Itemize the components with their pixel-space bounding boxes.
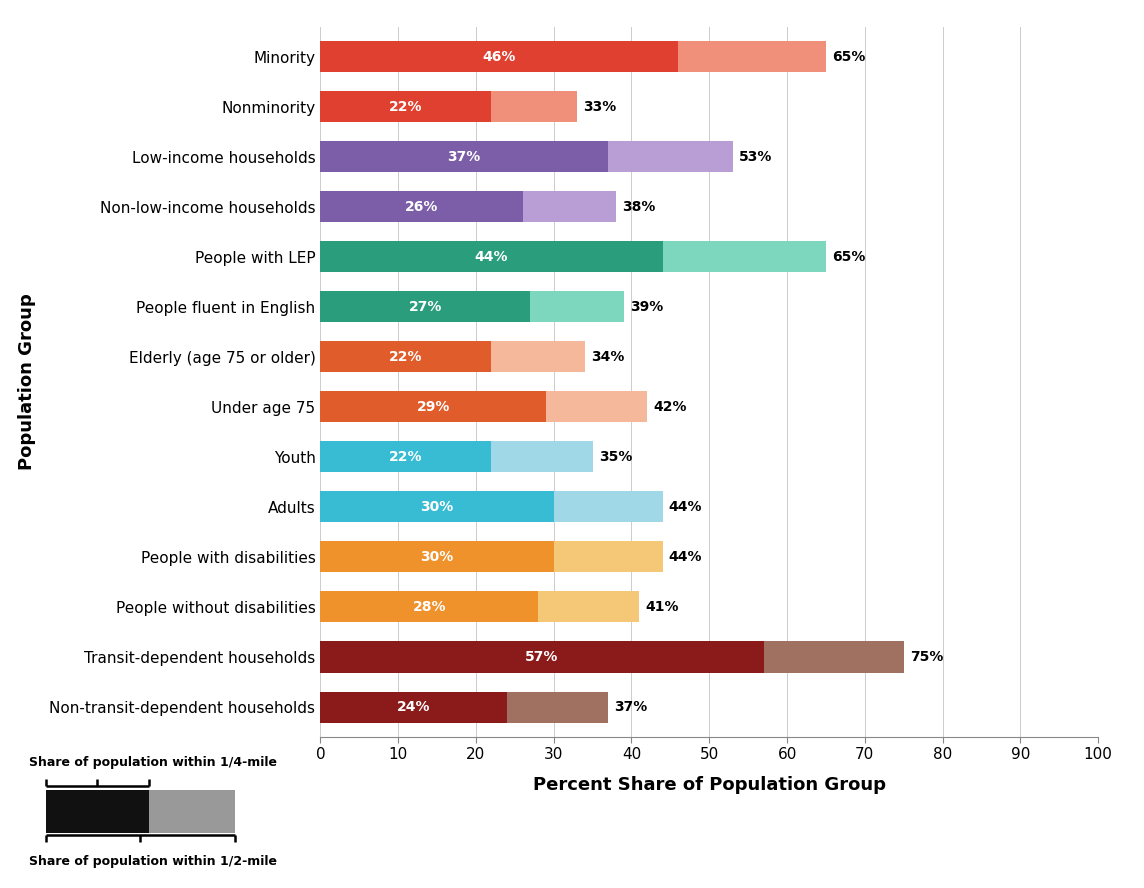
Bar (320, 441, 492, 472)
Text: 53%: 53% (739, 150, 772, 163)
Text: 37%: 37% (447, 150, 480, 163)
Text: Share of population within 1/4-mile: Share of population within 1/4-mile (29, 756, 277, 768)
Text: 35%: 35% (598, 450, 633, 464)
Bar (320, 392, 546, 423)
Bar (320, 591, 538, 622)
Bar (320, 91, 492, 123)
Bar (320, 141, 609, 172)
Bar (320, 341, 492, 372)
Bar (320, 41, 678, 72)
Text: Share of population within 1/2-mile: Share of population within 1/2-mile (29, 855, 277, 868)
Text: 65%: 65% (832, 50, 866, 64)
Bar (320, 242, 826, 273)
Bar (320, 191, 523, 222)
Text: 41%: 41% (645, 600, 680, 614)
Text: 44%: 44% (669, 500, 702, 514)
Bar (149, 790, 235, 833)
Text: 24%: 24% (397, 700, 430, 714)
Text: 22%: 22% (389, 450, 422, 464)
Text: 42%: 42% (653, 400, 686, 414)
Text: 65%: 65% (832, 250, 866, 264)
Bar (320, 591, 639, 622)
Bar (320, 491, 554, 522)
Bar (320, 641, 764, 672)
Text: 29%: 29% (416, 400, 450, 414)
Text: 30%: 30% (420, 500, 454, 514)
Text: 34%: 34% (591, 350, 625, 364)
Bar (46, 790, 149, 833)
Text: 44%: 44% (669, 550, 702, 564)
Text: 44%: 44% (475, 250, 508, 264)
Text: 39%: 39% (630, 300, 664, 313)
Text: 22%: 22% (389, 350, 422, 364)
Bar (320, 641, 904, 672)
Bar (320, 542, 554, 573)
Bar (320, 341, 585, 372)
Bar (320, 392, 648, 423)
Text: 30%: 30% (420, 550, 454, 564)
Y-axis label: Population Group: Population Group (17, 293, 35, 471)
Text: 38%: 38% (622, 200, 656, 214)
Bar (320, 692, 507, 723)
Text: 46%: 46% (483, 50, 516, 64)
Text: 28%: 28% (413, 600, 446, 614)
Bar (320, 491, 662, 522)
Text: 22%: 22% (389, 99, 422, 114)
Bar (320, 291, 531, 322)
Bar (320, 542, 662, 573)
Bar (320, 242, 662, 273)
X-axis label: Percent Share of Population Group: Percent Share of Population Group (533, 776, 885, 795)
Bar (320, 41, 826, 72)
Bar (320, 91, 577, 123)
Text: 33%: 33% (583, 99, 617, 114)
Bar (320, 291, 623, 322)
Text: 75%: 75% (909, 650, 944, 664)
Text: 57%: 57% (525, 650, 558, 664)
Text: 37%: 37% (614, 700, 648, 714)
Bar (320, 191, 615, 222)
Bar (320, 441, 593, 472)
Bar (320, 692, 609, 723)
Text: 26%: 26% (405, 200, 438, 214)
Text: 27%: 27% (408, 300, 442, 313)
Bar (320, 141, 732, 172)
